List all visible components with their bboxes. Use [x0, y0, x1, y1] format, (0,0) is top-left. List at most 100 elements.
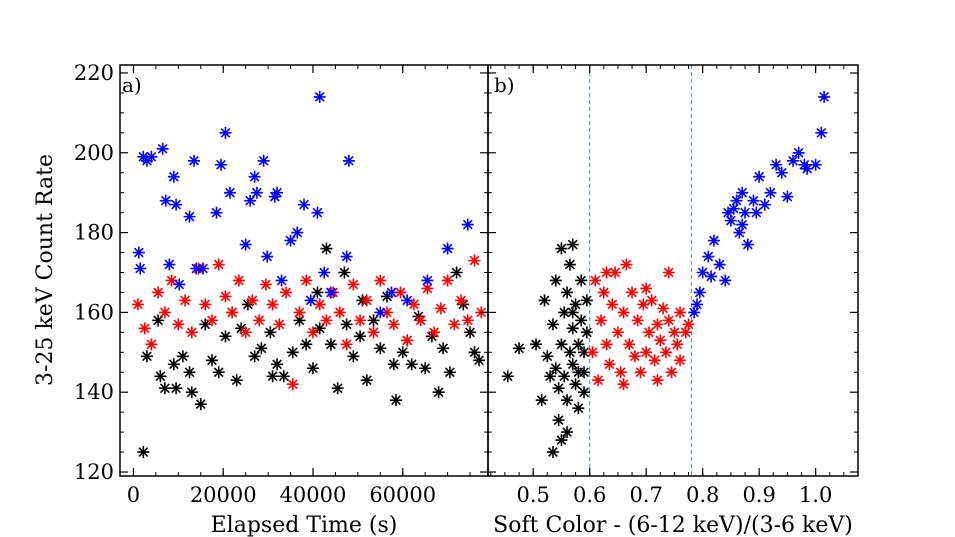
data-point	[696, 266, 709, 279]
data-point	[747, 194, 760, 207]
data-point	[468, 254, 481, 267]
data-point	[468, 346, 481, 359]
data-point	[206, 314, 218, 327]
data-point	[232, 274, 245, 287]
x-tick-label: 0.5	[516, 483, 549, 507]
data-point	[167, 170, 180, 183]
data-point	[405, 358, 418, 371]
data-point	[170, 198, 183, 211]
data-point	[781, 190, 794, 203]
data-point	[691, 298, 704, 311]
data-point	[555, 242, 568, 255]
data-point	[244, 194, 257, 207]
data-point	[674, 306, 687, 319]
data-point	[561, 286, 574, 299]
data-point	[239, 238, 252, 251]
data-point	[775, 166, 788, 179]
data-point	[563, 258, 576, 271]
data-point	[640, 346, 653, 359]
data-point	[140, 350, 153, 363]
data-point	[651, 374, 664, 387]
data-point	[566, 322, 579, 335]
data-point	[705, 270, 718, 283]
data-point	[566, 306, 579, 319]
data-point	[798, 158, 811, 171]
data-point	[546, 446, 559, 459]
data-point	[394, 286, 407, 299]
data-point	[333, 306, 346, 319]
data-point	[185, 386, 198, 399]
data-point	[513, 342, 526, 355]
data-point	[662, 266, 675, 279]
data-point	[722, 206, 735, 219]
x-tick-label: 0.9	[742, 483, 775, 507]
data-point	[152, 314, 165, 327]
data-point	[563, 346, 576, 359]
data-point	[713, 258, 726, 271]
data-point	[688, 306, 701, 319]
data-point	[246, 294, 259, 307]
data-point	[306, 362, 319, 375]
data-point	[158, 306, 171, 319]
data-point	[324, 286, 337, 299]
panel-b: 0.5 0.6 0.7 0.8 0.9 1.0 b) Soft Color - (6-12…	[487, 64, 859, 537]
data-point	[753, 170, 766, 183]
panel-b-ticks: 0.5 0.6 0.7 0.8 0.9 1.0	[488, 65, 858, 507]
data-point	[654, 334, 667, 347]
data-point	[535, 394, 548, 407]
data-point	[707, 234, 720, 247]
data-point	[609, 266, 622, 279]
data-point	[668, 326, 681, 339]
y-tick-label: 160	[74, 300, 114, 324]
data-point	[569, 378, 582, 391]
data-point	[665, 366, 678, 379]
data-point	[736, 186, 749, 199]
data-point	[572, 402, 585, 415]
data-point	[600, 338, 613, 351]
data-point	[183, 366, 196, 379]
data-point	[338, 266, 351, 279]
data-point	[651, 318, 664, 331]
panel-b-xlabel: Soft Color - (6-12 keV)/(3-6 keV)	[493, 513, 853, 537]
x-tick-label: 0	[127, 483, 140, 507]
data-point	[578, 366, 591, 379]
data-point	[165, 274, 178, 287]
data-point	[212, 366, 225, 379]
data-point	[461, 314, 474, 327]
data-point	[257, 154, 270, 167]
data-point	[750, 206, 763, 219]
data-point	[739, 206, 752, 219]
data-point	[741, 238, 754, 251]
data-point	[293, 314, 306, 327]
data-point	[318, 266, 331, 279]
data-point	[580, 294, 593, 307]
data-point	[137, 446, 150, 459]
data-point	[597, 286, 610, 299]
data-point	[271, 358, 284, 371]
data-point	[603, 358, 616, 371]
x-tick-label: 0.8	[686, 483, 719, 507]
data-point	[623, 338, 636, 351]
data-point	[390, 394, 402, 407]
data-point	[437, 342, 450, 355]
data-point	[300, 274, 313, 287]
data-point	[674, 354, 687, 367]
data-point	[250, 186, 263, 199]
data-point	[401, 294, 414, 307]
data-point	[617, 306, 630, 319]
data-point	[374, 342, 387, 355]
data-point	[727, 202, 740, 215]
data-point	[594, 314, 607, 327]
data-point	[387, 358, 400, 371]
data-point	[342, 154, 355, 167]
data-point	[188, 154, 201, 167]
data-point	[212, 258, 225, 271]
panel-a-frame	[119, 64, 489, 477]
data-point	[580, 326, 593, 339]
data-point	[461, 218, 474, 231]
data-point	[421, 274, 434, 287]
data-point	[259, 278, 272, 291]
panel-a-marks	[131, 90, 488, 459]
data-point	[561, 426, 574, 439]
